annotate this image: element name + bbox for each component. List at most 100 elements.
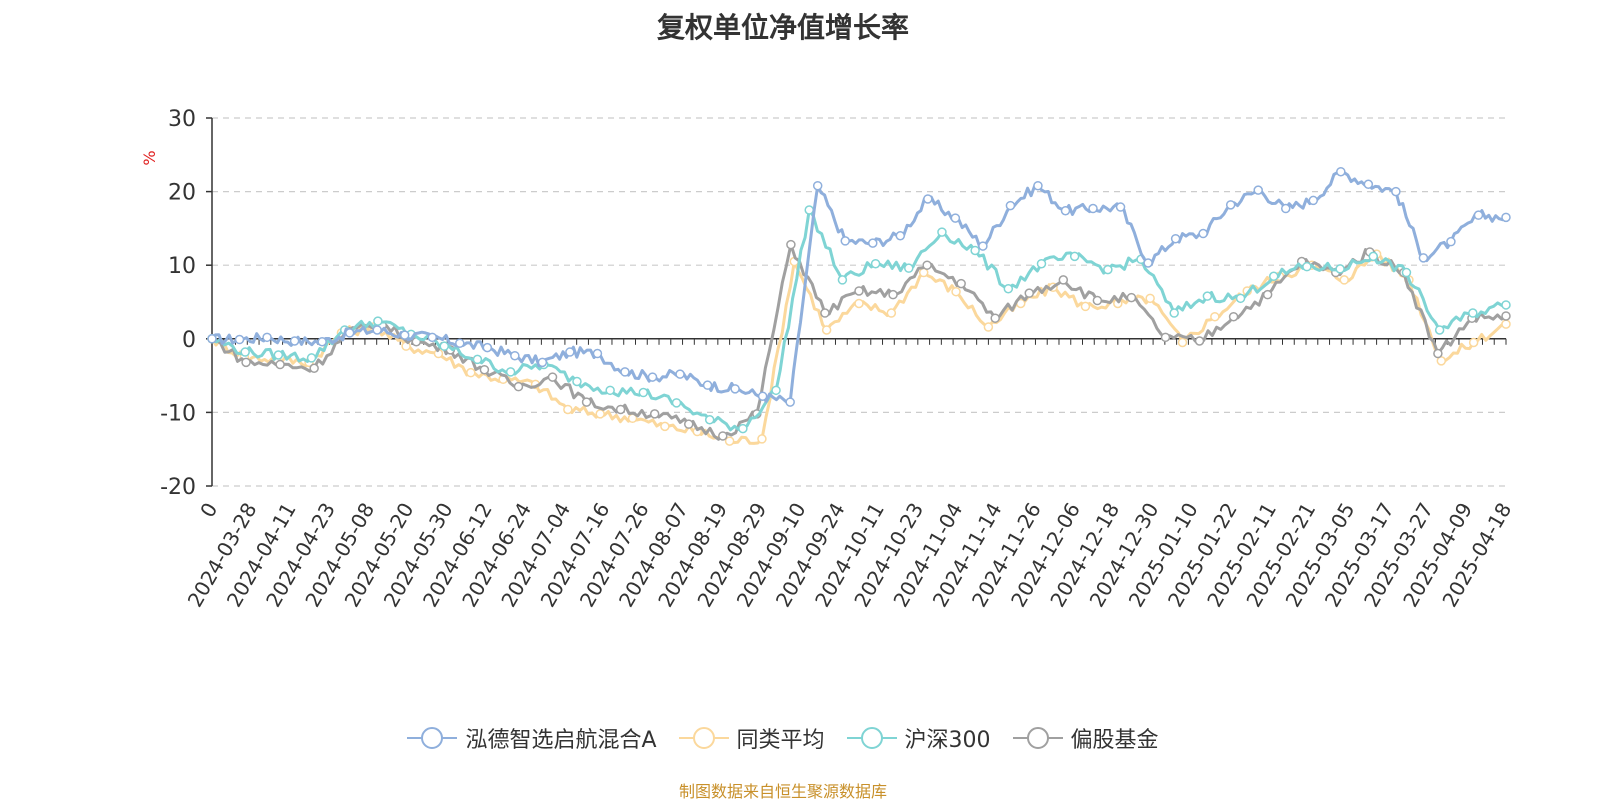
data-point	[581, 397, 592, 407]
data-point	[1446, 236, 1456, 247]
data-point	[306, 353, 317, 363]
data-point	[956, 278, 966, 289]
data-point	[951, 286, 961, 297]
data-point	[399, 330, 410, 340]
data-point	[886, 308, 897, 318]
data-point	[1126, 292, 1137, 303]
data-point	[572, 376, 582, 387]
data-point	[983, 322, 994, 332]
data-point	[240, 347, 250, 357]
legend-label: 沪深300	[904, 728, 991, 753]
data-point	[660, 421, 670, 432]
data-point	[1194, 336, 1205, 346]
data-point	[1235, 293, 1246, 304]
y-tick-label: 0	[182, 328, 196, 353]
gridlines	[212, 117, 1506, 487]
data-point	[505, 367, 516, 377]
data-point	[1339, 275, 1349, 285]
data-point	[1202, 291, 1213, 301]
data-point	[923, 194, 933, 204]
data-point	[1268, 271, 1279, 281]
axes: -20-10010203002024-03-282024-04-112024-0…	[160, 107, 1516, 611]
data-point	[472, 354, 483, 365]
data-point	[1335, 264, 1345, 274]
data-point	[1468, 337, 1479, 348]
data-point	[373, 316, 383, 326]
data-point	[1501, 319, 1511, 329]
legend-item-csi300[interactable]: 沪深300	[846, 722, 991, 754]
data-point	[1473, 210, 1484, 220]
data-point	[466, 367, 476, 378]
data-point	[757, 434, 767, 444]
data-point	[724, 436, 735, 446]
data-point	[1210, 311, 1220, 322]
data-point	[785, 397, 795, 407]
data-point	[937, 227, 947, 237]
y-tick-label: 30	[168, 107, 196, 132]
line-chart: -20-10010203002024-03-282024-04-112024-0…	[140, 107, 1516, 611]
legend-line-marker-icon	[678, 727, 729, 749]
data-point	[854, 286, 864, 296]
data-point	[262, 332, 272, 343]
data-point	[615, 404, 626, 415]
data-point	[455, 338, 465, 348]
data-point	[1103, 264, 1113, 275]
data-point	[1433, 348, 1443, 359]
data-point	[702, 380, 713, 390]
data-point	[234, 334, 245, 345]
data-point	[1177, 337, 1188, 348]
data-point	[605, 385, 615, 396]
data-point	[786, 239, 796, 250]
data-point	[671, 398, 682, 408]
legend-item-equity-fund[interactable]: 偏股基金	[1012, 722, 1159, 754]
series-lines	[207, 166, 1511, 446]
legend-label: 泓德智选启航混合A	[465, 728, 657, 753]
data-point	[620, 367, 630, 377]
data-point	[895, 231, 906, 241]
data-point	[1115, 202, 1126, 212]
legend-line-marker-icon	[846, 727, 897, 749]
legend: 泓德智选启航混合A 同类平均 沪深300 偏股基金	[0, 722, 1566, 754]
data-point	[482, 342, 493, 353]
data-point	[510, 350, 520, 361]
data-point	[718, 431, 728, 441]
data-point	[1434, 325, 1445, 335]
y-tick-label: 20	[168, 181, 196, 206]
data-point	[309, 363, 319, 373]
data-point	[275, 359, 285, 370]
legend-item-fund[interactable]: 泓德智选启航混合A	[407, 722, 657, 754]
data-point	[1391, 186, 1401, 197]
data-point	[1160, 332, 1171, 343]
data-point	[1060, 205, 1071, 216]
data-point	[1003, 284, 1014, 294]
data-point	[241, 357, 251, 368]
x-tick-label: 0	[195, 499, 222, 522]
data-point	[563, 404, 573, 415]
data-point	[439, 341, 450, 351]
data-point	[990, 313, 1000, 323]
data-point	[1198, 228, 1208, 239]
data-point	[479, 364, 490, 375]
data-point	[675, 369, 685, 379]
data-point	[1033, 180, 1043, 191]
data-point	[1036, 258, 1047, 269]
data-point	[1262, 289, 1273, 300]
data-point	[1253, 185, 1263, 195]
legend-label: 偏股基金	[1070, 728, 1159, 753]
data-point	[1363, 179, 1374, 189]
legend-item-peer-average[interactable]: 同类平均	[678, 722, 825, 754]
data-point	[273, 350, 284, 360]
data-point	[854, 298, 864, 309]
data-point	[978, 241, 988, 251]
legend-line-marker-icon	[407, 727, 458, 749]
data-point	[372, 325, 382, 335]
data-point	[1368, 251, 1379, 262]
y-tick-label: -20	[160, 475, 196, 500]
legend-line-marker-icon	[1012, 727, 1063, 749]
data-point	[592, 348, 603, 359]
data-point	[1092, 295, 1103, 306]
data-point	[649, 409, 660, 419]
data-point	[1436, 356, 1447, 366]
data-point	[547, 372, 558, 382]
data-point	[704, 415, 715, 425]
